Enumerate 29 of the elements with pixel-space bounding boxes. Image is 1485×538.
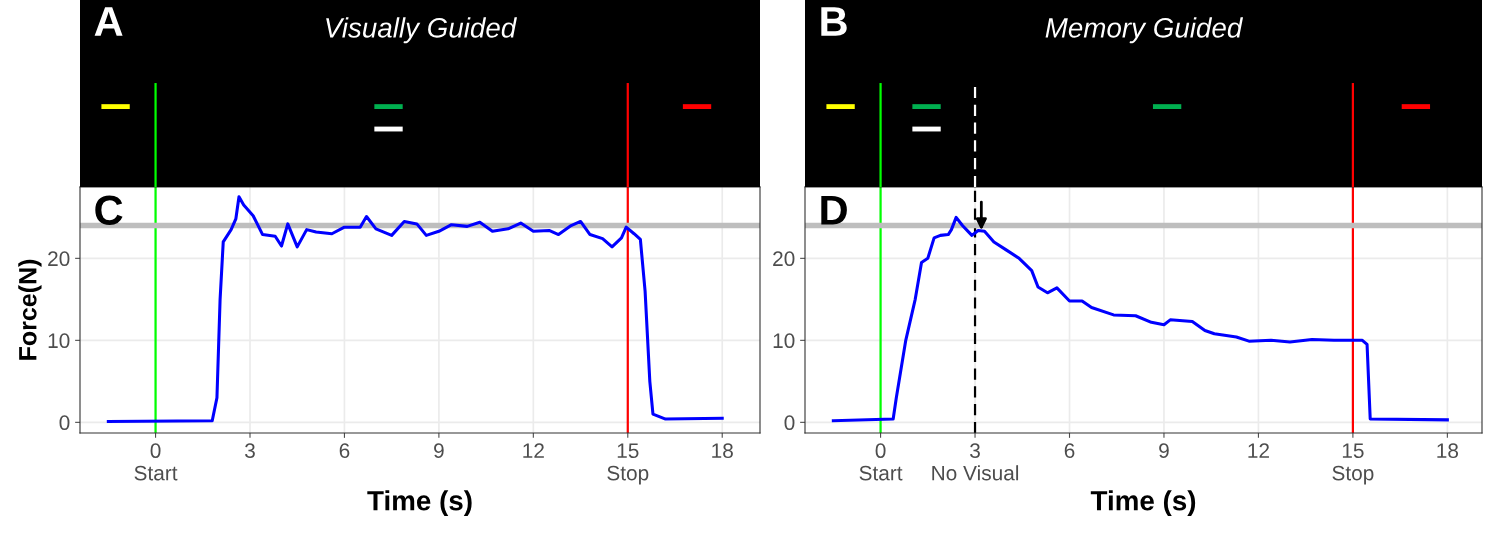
x-tick-label: 18 [1437, 443, 1459, 459]
x-tick-label: 3 No Visual [932, 443, 1019, 481]
x-tick-label: 12 [1248, 443, 1269, 458]
text: B [821, 7, 847, 36]
x-tick-label: 9 [1159, 443, 1169, 459]
y-axis-title: Force(N) [18, 259, 42, 360]
chart-title: Memory Guided [1045, 17, 1244, 44]
x-tick-label: 0 Start [859, 443, 903, 481]
y-tick-label: 20 [48, 251, 70, 267]
text: A [94, 7, 123, 36]
y-tick-label: 0 [784, 415, 795, 431]
x-axis-title: Time (s) [367, 490, 472, 517]
x-tick-label: 6 [339, 443, 350, 459]
x-tick-label: 15 Stop [1332, 443, 1374, 485]
x-tick-label: 3 [245, 443, 255, 459]
y-tick-label: 0 [59, 415, 70, 431]
x-tick-label: 12 [523, 443, 544, 458]
x-tick-label: 15 Stop [607, 443, 649, 485]
annotation: C [95, 195, 123, 225]
chart-title: Visually Guided [326, 17, 517, 44]
x-axis-title: Time (s) [1090, 490, 1196, 517]
y-tick-label: 10 [773, 333, 795, 349]
x-tick-label: 0 Start [134, 443, 178, 481]
annotation: D [821, 195, 847, 225]
x-tick-label: 6 [1064, 443, 1075, 459]
x-tick-label: 18 [712, 443, 733, 459]
y-tick-label: 10 [48, 333, 70, 349]
x-tick-label: 9 [434, 443, 444, 459]
y-tick-label: 20 [773, 251, 795, 267]
